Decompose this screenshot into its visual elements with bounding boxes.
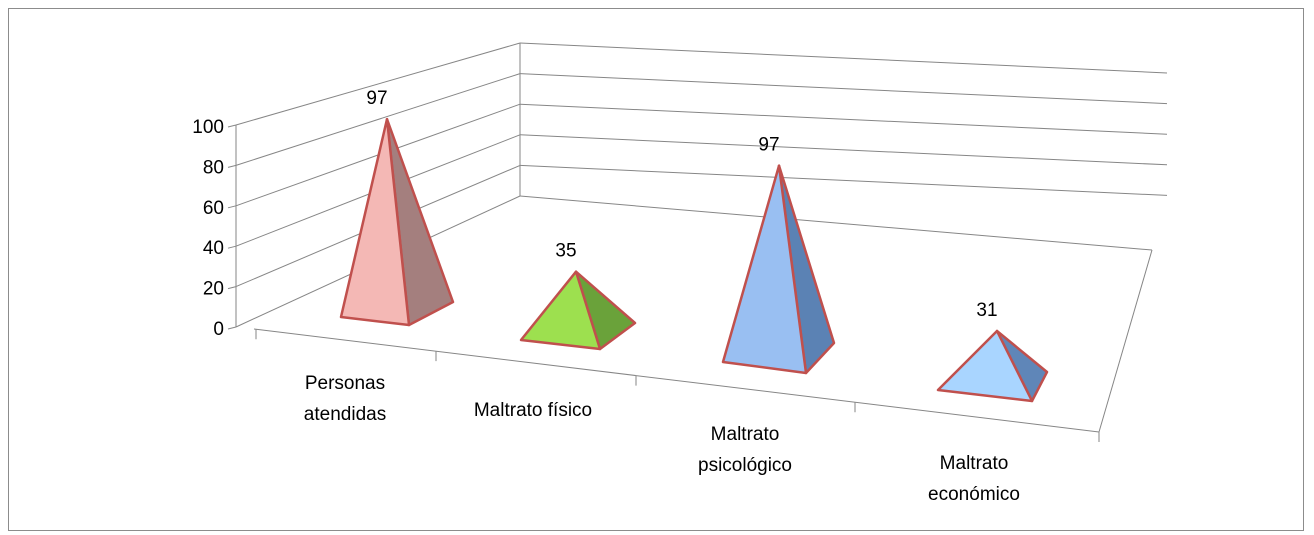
chart-frame — [8, 8, 1304, 531]
pyramid-front-2 — [519, 270, 602, 351]
gridline-back — [519, 164, 1168, 196]
gridline-back — [519, 42, 1168, 74]
category-label-2: Maltrato físico — [474, 400, 592, 421]
data-label-4: 31 — [976, 300, 997, 321]
data-label-2: 35 — [555, 241, 576, 262]
category-label-1: atendidas — [304, 404, 386, 425]
y-tick-mark — [227, 164, 237, 168]
gridline-back — [519, 73, 1168, 105]
category-label-4: Maltrato — [940, 453, 1009, 474]
y-tick-mark — [227, 124, 237, 128]
x-axis-line — [253, 328, 1100, 433]
y-tick-mark — [227, 286, 237, 290]
pyramid-front-3 — [721, 164, 808, 375]
y-tick-label: 20 — [203, 279, 224, 300]
floor-right-edge — [1098, 249, 1153, 433]
gridline-back — [519, 134, 1168, 166]
floor-back-edge — [519, 195, 1153, 251]
y-tick-mark — [227, 205, 237, 209]
y-tick-mark — [227, 245, 237, 249]
gridline-side — [235, 73, 521, 166]
gridline-back — [519, 103, 1168, 135]
data-label-1: 97 — [366, 88, 387, 109]
pyramid-front-1 — [339, 117, 411, 327]
category-label-3: Maltrato — [711, 424, 780, 445]
category-label-3: psicológico — [698, 455, 792, 476]
category-label-4: económico — [928, 484, 1020, 505]
y-tick-label: 0 — [213, 319, 224, 340]
pyramid-front-4 — [936, 329, 1034, 403]
data-label-3: 97 — [758, 135, 779, 156]
y-tick-label: 80 — [203, 157, 224, 178]
gridline-side — [235, 42, 521, 126]
y-tick-label: 40 — [203, 238, 224, 259]
y-tick-mark — [227, 326, 237, 330]
y-tick-label: 100 — [192, 117, 224, 138]
category-label-1: Personas — [305, 373, 385, 394]
y-tick-label: 60 — [203, 198, 224, 219]
